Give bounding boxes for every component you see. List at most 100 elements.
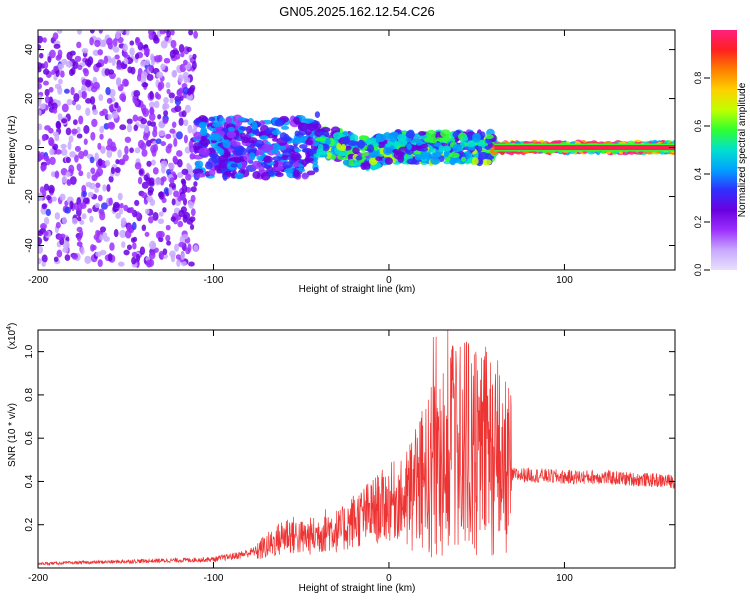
heatmap-cell: [372, 142, 379, 147]
heatmap-cell: [60, 70, 65, 78]
heatmap-cell: [135, 253, 141, 262]
heatmap-cell: [39, 52, 44, 59]
heatmap-cell: [170, 30, 175, 36]
heatmap-cell: [76, 241, 83, 247]
heatmap-cell: [353, 161, 361, 167]
heatmap-cell: [131, 251, 138, 258]
heatmap-cell: [82, 190, 87, 197]
heatmap-cell: [176, 89, 181, 97]
heatmap-cell: [180, 252, 185, 261]
heatmap-cell: [97, 49, 104, 56]
heatmap-cell: [149, 106, 154, 115]
heatmap-cell: [174, 98, 181, 106]
spectrogram-y-tick-label: 40: [24, 44, 35, 56]
heatmap-cell: [148, 177, 155, 186]
heatmap-cell: [147, 186, 155, 193]
heatmap-cell: [477, 151, 489, 160]
heatmap-cell: [317, 143, 324, 152]
heatmap-cell: [130, 66, 136, 75]
spectrogram-x-label: Height of straight line (km): [299, 284, 416, 295]
heatmap-cell: [180, 260, 187, 267]
heatmap-cell: [225, 116, 233, 124]
heatmap-cell: [134, 162, 142, 170]
snr-scale-prefix: (x10: [7, 329, 18, 349]
heatmap-cell: [106, 149, 113, 159]
heatmap-cell: [313, 167, 319, 173]
heatmap-cell: [98, 39, 106, 48]
heatmap-cell: [405, 130, 415, 139]
heatmap-cell: [165, 224, 171, 231]
snr-x-tick-label: 0: [386, 573, 392, 584]
heatmap-cell: [94, 202, 100, 209]
heatmap-cell: [85, 107, 91, 116]
heatmap-cell: [143, 50, 150, 56]
heatmap-cell: [40, 164, 47, 171]
heatmap-cell: [79, 202, 87, 209]
heatmap-cell: [66, 51, 73, 61]
heatmap-cell: [99, 211, 106, 221]
heatmap-cell: [471, 157, 479, 166]
heatmap-cell: [107, 121, 115, 129]
heatmap-cell: [137, 139, 145, 149]
heatmap-cell: [192, 53, 197, 60]
heatmap-cell: [168, 162, 175, 170]
heatmap-cell: [62, 240, 70, 250]
heatmap-cell: [139, 123, 146, 129]
heatmap-cell: [227, 126, 235, 132]
heatmap-cell: [152, 129, 158, 138]
heatmap-cell: [38, 98, 42, 107]
heatmap-cell: [62, 247, 69, 253]
heatmap-cell: [238, 116, 246, 122]
heatmap-cell: [280, 125, 290, 130]
heatmap-cell: [71, 217, 78, 225]
heatmap-cell: [181, 184, 188, 194]
spectrogram-frame: [37, 29, 676, 271]
heatmap-cell: [107, 57, 113, 64]
heatmap-cell: [383, 146, 393, 156]
heatmap-cell: [38, 245, 44, 254]
heatmap-cell: [425, 152, 432, 161]
heatmap-cell: [216, 169, 222, 174]
figure-title: GN05.2025.162.12.54.C26: [279, 4, 434, 19]
heatmap-cell: [43, 61, 49, 70]
heatmap-cell: [340, 143, 347, 152]
heatmap-cell: [54, 83, 62, 90]
heatmap-cell: [79, 219, 85, 225]
heatmap-cell: [325, 152, 333, 160]
heatmap-cell: [89, 156, 95, 164]
spectrogram-x-tick-label: -200: [28, 275, 48, 286]
heatmap-cell: [342, 159, 350, 166]
colorbar-tick-label: 0.4: [693, 168, 703, 181]
heatmap-cell: [91, 174, 98, 182]
heatmap-cell: [69, 151, 76, 158]
heatmap-cell: [418, 130, 426, 136]
heatmap-cell: [108, 197, 113, 206]
heatmap-cell: [119, 229, 127, 238]
heatmap-cell: [356, 139, 366, 149]
heatmap-cell: [160, 160, 168, 168]
heatmap-cell: [187, 88, 192, 96]
heatmap-cell: [110, 141, 116, 151]
heatmap-cell: [48, 184, 55, 194]
heatmap-cell: [82, 197, 90, 205]
heatmap-cell: [281, 154, 288, 161]
spectrogram-x-tick-label: 100: [556, 275, 573, 286]
heatmap-cell: [150, 145, 156, 154]
heatmap-cell: [61, 118, 68, 124]
heatmap-cell: [306, 170, 316, 176]
heatmap-cell: [191, 60, 197, 70]
heatmap-cell: [131, 221, 137, 231]
heatmap-cell: [120, 220, 125, 229]
heatmap-cell: [101, 108, 108, 116]
heatmap-cell: [46, 194, 51, 201]
heatmap-cell: [116, 64, 122, 70]
heatmap-cell: [153, 100, 160, 109]
heatmap-cell: [89, 37, 94, 46]
colorbar-tick-label: 0.8: [693, 72, 703, 85]
heatmap-cell: [156, 71, 164, 79]
snr-series-line: [38, 330, 675, 567]
heatmap-cell: [77, 30, 83, 35]
heatmap-cell: [38, 237, 43, 246]
heatmap-cell: [134, 53, 140, 60]
